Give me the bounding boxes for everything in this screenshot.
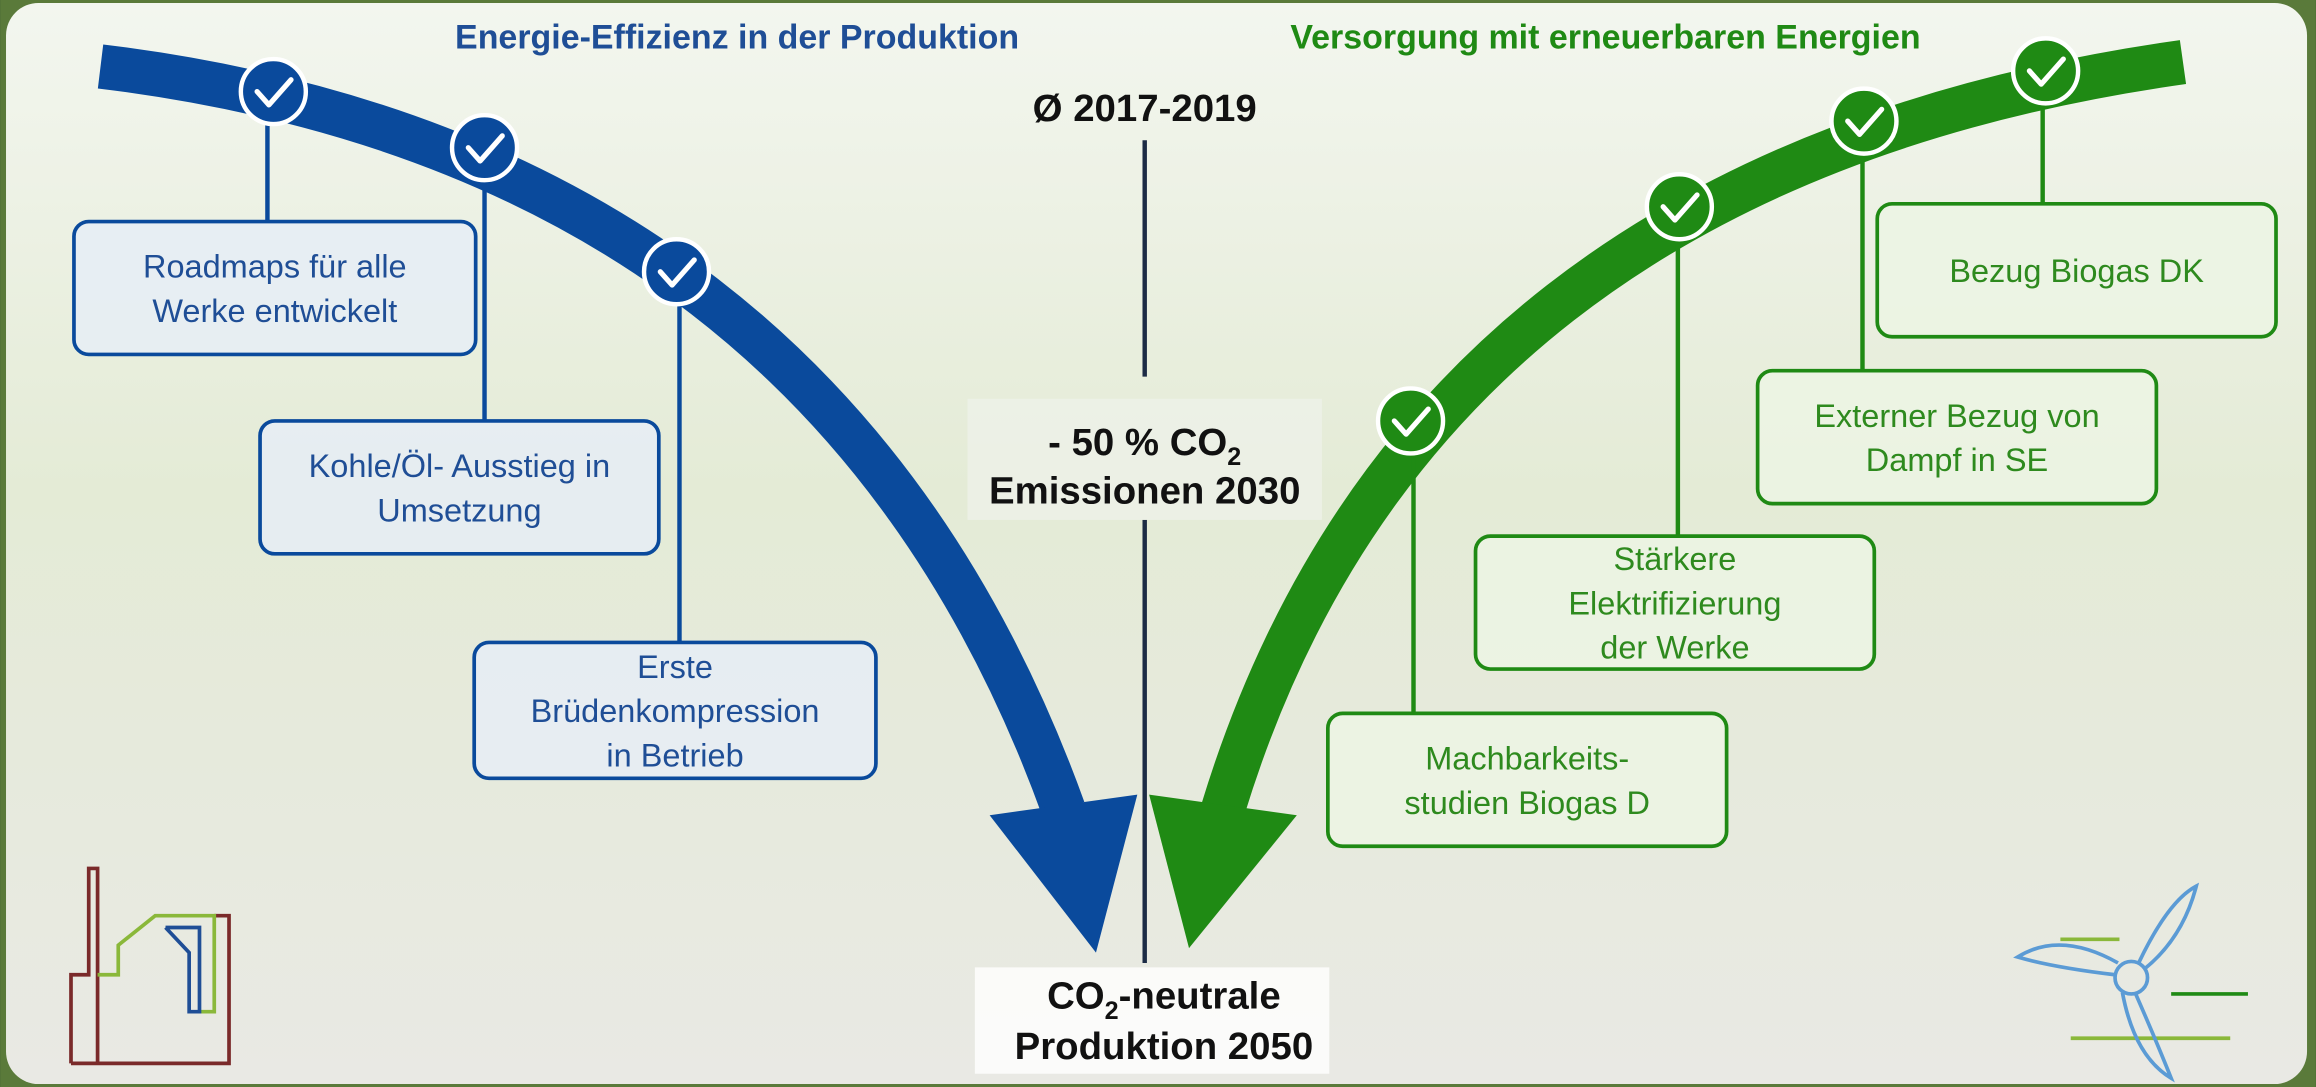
box-line: Machbarkeits-: [1425, 740, 1629, 776]
target-2050-line2: Produktion 2050: [1015, 1025, 1314, 1068]
box-line: der Werke: [1600, 630, 1749, 666]
baseline-label: Ø 2017-2019: [1033, 87, 1257, 130]
text: -neutrale: [1119, 975, 1281, 1018]
check-circle: [644, 239, 709, 304]
text: CO: [1047, 975, 1105, 1018]
subscript: 2: [1105, 997, 1119, 1025]
box: [260, 421, 659, 554]
target-2030-line2: Emissionen 2030: [989, 470, 1300, 513]
box-line: Kohle/Öl- Ausstieg in: [309, 448, 611, 484]
box: [1328, 713, 1727, 846]
check-circle: [452, 115, 517, 180]
box-line: Brüdenkompression: [531, 693, 820, 729]
box-line: Werke entwickelt: [152, 293, 397, 329]
box: [1758, 371, 2157, 504]
right-title: Versorgung mit erneuerbaren Energien: [1290, 19, 1920, 57]
check-circle: [2013, 38, 2078, 103]
box-line: Umsetzung: [377, 492, 541, 528]
page: Roadmaps für alle Werke entwickelt Kohle/Ö…: [0, 0, 2316, 1087]
box-line: in Betrieb: [606, 738, 743, 774]
box-line: Erste: [637, 649, 713, 685]
diagram: Roadmaps für alle Werke entwickelt Kohle/Ö…: [0, 0, 2316, 1087]
box-line: Elektrifizierung: [1568, 585, 1781, 621]
left-title: Energie-Effizienz in der Produktion: [455, 19, 1019, 57]
check-circle: [241, 59, 306, 124]
text: - 50 % CO: [1048, 421, 1227, 464]
check-circle: [1378, 388, 1443, 453]
box-label: Bezug Biogas DK: [1949, 253, 2204, 289]
check-circle: [1831, 89, 1896, 154]
box-line: Externer Bezug von: [1814, 398, 2099, 434]
subscript: 2: [1227, 443, 1241, 471]
box-line: Bezug Biogas DK: [1949, 253, 2204, 289]
box: [74, 222, 476, 355]
box-line: Stärkere: [1614, 541, 1737, 577]
check-circle: [1647, 174, 1712, 239]
box-line: studien Biogas D: [1404, 785, 1650, 821]
box-line: Dampf in SE: [1866, 442, 2048, 478]
target-2050: CO2-neutrale: [1047, 975, 1281, 1025]
box-line: Roadmaps für alle: [143, 249, 407, 285]
target-2030: - 50 % CO2: [1048, 421, 1241, 471]
